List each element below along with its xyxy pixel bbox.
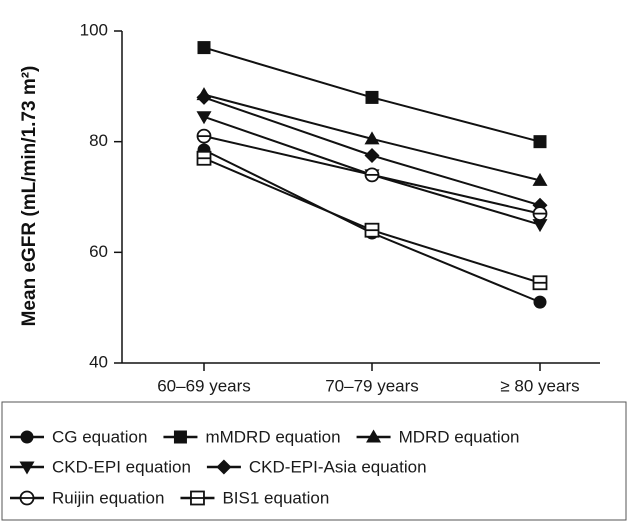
legend-label: BIS1 equation <box>222 488 329 507</box>
legend-marker <box>366 429 382 443</box>
series-layer <box>196 41 548 309</box>
x-ticks: 60–69 years 70–79 years ≥ 80 years <box>157 363 580 395</box>
data-point <box>196 128 212 144</box>
data-point <box>196 89 212 105</box>
legend-item: CKD-EPI equation <box>10 457 191 476</box>
y-ticks: 40 60 80 100 <box>80 20 122 371</box>
series-6 <box>196 150 548 291</box>
legend-marker <box>216 459 232 475</box>
legend-marker <box>20 430 34 444</box>
legend-label: CG equation <box>52 427 147 446</box>
data-point <box>533 135 547 149</box>
x-tick-label: 60–69 years <box>157 376 251 395</box>
legend-marker <box>19 461 35 475</box>
legend-item: mMDRD equation <box>163 427 341 446</box>
data-point <box>533 295 547 309</box>
data-point <box>364 222 380 238</box>
data-point <box>532 206 548 222</box>
y-tick-label: 80 <box>89 131 108 150</box>
x-tick-label: 70–79 years <box>325 376 419 395</box>
legend-marker <box>190 490 205 506</box>
legend-label: CKD-EPI equation <box>52 457 191 476</box>
y-tick-label: 60 <box>89 242 108 261</box>
data-point <box>364 131 380 145</box>
legend-item: BIS1 equation <box>180 488 329 507</box>
data-point <box>532 172 548 186</box>
legend-box <box>1 401 627 521</box>
data-point <box>364 148 380 163</box>
legend-marker <box>173 430 187 444</box>
legend-label: mMDRD equation <box>205 427 340 446</box>
x-tick-label: ≥ 80 years <box>500 376 579 395</box>
legend-item: CG equation <box>10 427 147 446</box>
series-4 <box>196 89 548 213</box>
data-point <box>532 275 548 291</box>
legend-label: CKD-EPI-Asia equation <box>249 457 427 476</box>
legend-item: Ruijin equation <box>10 488 164 507</box>
legend-item: MDRD equation <box>356 427 520 446</box>
legend-label: MDRD equation <box>399 427 520 446</box>
legend-label: Ruijin equation <box>52 488 164 507</box>
data-point <box>197 41 211 55</box>
legend: CG equation mMDRD equation MDRD equation CK… <box>10 427 520 507</box>
data-point <box>196 150 212 166</box>
data-point <box>365 90 379 104</box>
y-axis-label: Mean eGFR (mL/min/1.73 m²) <box>19 66 40 327</box>
series-1 <box>197 41 547 149</box>
legend-marker <box>19 490 35 506</box>
y-tick-label: 100 <box>80 20 108 39</box>
data-point <box>532 219 548 233</box>
data-point <box>196 111 212 125</box>
y-tick-label: 40 <box>89 352 108 371</box>
chart-axes <box>121 31 600 364</box>
legend-item: CKD-EPI-Asia equation <box>206 457 427 476</box>
series-5 <box>196 128 548 222</box>
data-point <box>364 167 380 183</box>
